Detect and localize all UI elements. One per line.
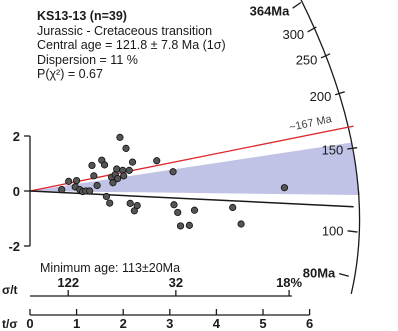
data-point xyxy=(58,186,66,194)
x-tick-label: 6 xyxy=(306,316,313,331)
data-point xyxy=(100,161,109,169)
x-tick-label: 1 xyxy=(73,316,80,331)
age-tick xyxy=(292,1,302,9)
x-tick-label: 3 xyxy=(166,316,173,331)
data-point xyxy=(185,221,193,229)
data-point xyxy=(126,199,134,207)
y-tick-label: 0 xyxy=(13,184,20,199)
sigma-tick-label: 122 xyxy=(57,275,79,290)
dispersion: Dispersion = 11 % xyxy=(37,52,138,67)
data-point xyxy=(90,172,98,180)
data-point xyxy=(109,179,117,187)
age-label: 364Ma xyxy=(250,3,291,18)
central-age: Central age = 121.8 ± 7.8 Ma (1σ) xyxy=(37,38,226,53)
data-point xyxy=(237,220,245,228)
age-tick xyxy=(307,26,317,33)
data-point xyxy=(170,201,178,209)
data-point xyxy=(128,158,137,166)
age-tick xyxy=(347,230,358,233)
data-point xyxy=(113,165,121,173)
x-tick-label: 4 xyxy=(213,316,221,331)
age-label: 100 xyxy=(322,223,344,238)
age-tick xyxy=(334,91,345,96)
data-point xyxy=(73,176,81,185)
data-point xyxy=(86,187,94,195)
data-point xyxy=(174,208,182,217)
x-tick-label: 5 xyxy=(259,316,266,331)
data-point xyxy=(190,206,199,214)
data-point xyxy=(120,172,128,180)
age-tick xyxy=(320,53,331,59)
age-label: 250 xyxy=(296,53,318,68)
data-point xyxy=(106,199,114,207)
data-point xyxy=(93,181,101,190)
data-point xyxy=(176,222,185,230)
data-point xyxy=(229,203,237,212)
sample-title: KS13-13 (n=39) xyxy=(37,9,127,23)
y-tick-label: -2 xyxy=(8,239,20,254)
x-tick-label: 0 xyxy=(26,316,33,331)
age-scale-arc xyxy=(300,0,361,295)
sigma-axis-label: σ/t xyxy=(2,283,18,297)
x-tick-label: 2 xyxy=(120,316,127,331)
data-point xyxy=(116,133,124,141)
data-point xyxy=(88,161,96,170)
data-point xyxy=(280,184,289,192)
data-point xyxy=(65,177,73,185)
age-label: 300 xyxy=(282,27,304,42)
age-label: 200 xyxy=(310,89,332,104)
reference-age-line xyxy=(29,125,354,192)
data-point xyxy=(122,144,130,152)
sigma-tick-label: 32 xyxy=(169,275,183,290)
age-label: 150 xyxy=(322,143,344,158)
geologic-period: Jurassic - Cretaceous transition xyxy=(37,23,213,38)
age-label: 80Ma xyxy=(303,266,336,281)
age-tick xyxy=(347,147,358,150)
data-point xyxy=(125,166,133,174)
data-point xyxy=(102,192,111,201)
data-point xyxy=(114,175,122,183)
x-axis-label: t/σ xyxy=(2,317,18,331)
sample-info: KS13-13 (n=39) Jurassic - Cretaceous tra… xyxy=(37,9,226,82)
minimum-age-caption: Minimum age: 113±20Ma xyxy=(40,261,180,275)
data-point xyxy=(169,168,177,176)
y-tick-label: 2 xyxy=(13,129,20,144)
data-point xyxy=(133,201,141,210)
age-tick xyxy=(338,272,349,277)
sigma-tick-label: 18% xyxy=(276,275,302,290)
p-chi-square: P(χ²) = 0.67 xyxy=(37,67,103,82)
data-point xyxy=(153,157,161,165)
